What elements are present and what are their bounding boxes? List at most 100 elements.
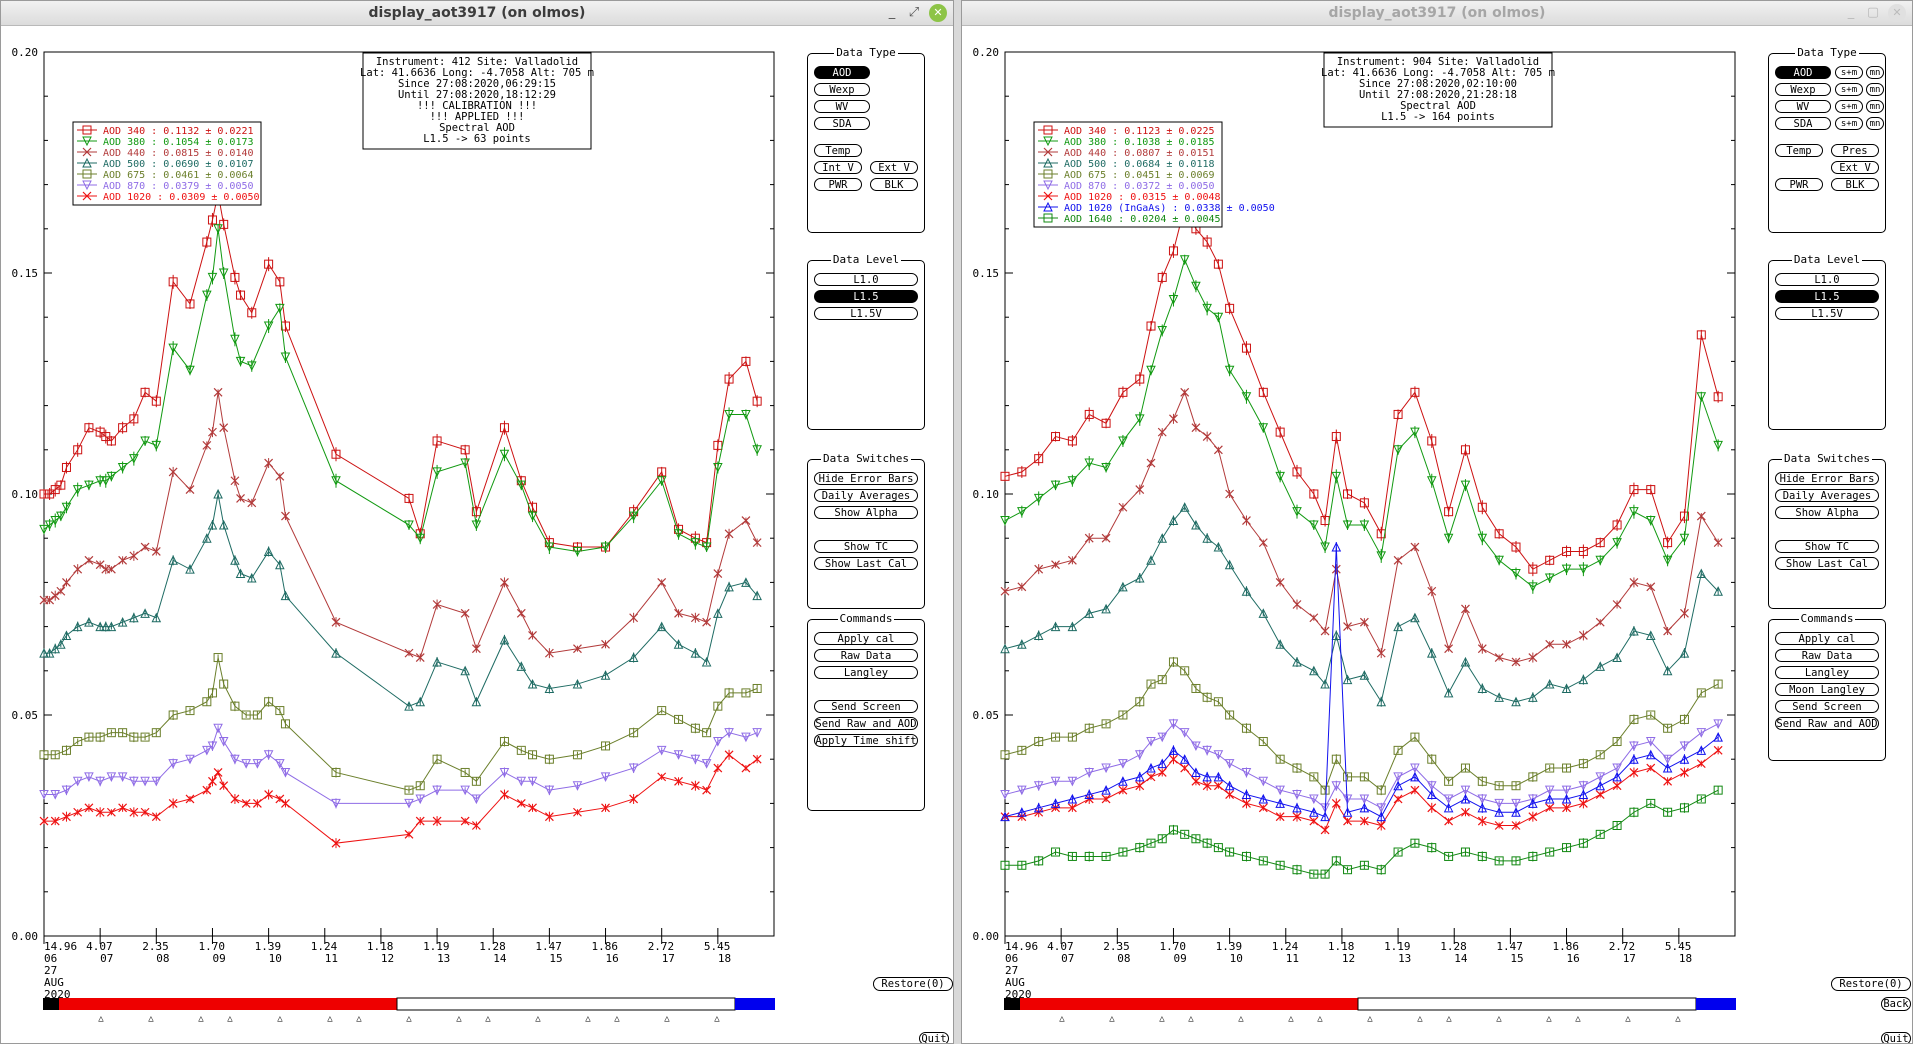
mn-button[interactable]: mn: [1866, 83, 1884, 96]
data-point: [275, 471, 285, 481]
data-point: [1135, 485, 1145, 495]
data-point: [106, 471, 117, 482]
daily-averages-button[interactable]: Daily Averages: [1775, 489, 1879, 502]
raw-data-button[interactable]: Raw Data: [814, 649, 918, 662]
quit-button[interactable]: Quit: [1881, 1032, 1911, 1043]
data-point: [230, 334, 240, 345]
level-l1-5-button[interactable]: L1.5: [1775, 290, 1879, 303]
data-point: [1118, 436, 1128, 447]
data-point: [1050, 776, 1061, 787]
show-last-cal-button[interactable]: Show Last Cal: [1775, 557, 1879, 570]
back-button[interactable]: Back: [1881, 997, 1911, 1011]
data-point: [713, 737, 723, 747]
data-type-sda-button[interactable]: SDA: [814, 117, 870, 130]
data-point: [331, 798, 341, 809]
apply-cal-button[interactable]: Apply cal: [1775, 632, 1879, 645]
send-raw-and-aod-button[interactable]: Send Raw and AOD: [1775, 717, 1879, 730]
send-screen-button[interactable]: Send Screen: [814, 700, 918, 713]
close-icon[interactable]: ✕: [929, 4, 947, 22]
blk-button[interactable]: BLK: [870, 178, 918, 191]
data-point: [236, 290, 246, 300]
data-point: [1084, 409, 1094, 419]
data-point: [1050, 480, 1061, 491]
data-type-wexp-button[interactable]: Wexp: [814, 83, 870, 96]
sum-mode-button[interactable]: s+m: [1835, 100, 1863, 113]
data-type-wv-button[interactable]: WV: [1775, 100, 1831, 113]
data-point: [724, 688, 734, 698]
data-point: [1292, 656, 1302, 667]
hide-error-bars-button[interactable]: Hide Error Bars: [1775, 472, 1879, 485]
sum-mode-button[interactable]: s+m: [1835, 117, 1863, 130]
level-l1-0-button[interactable]: L1.0: [814, 273, 918, 286]
data-point: [1157, 768, 1167, 777]
data-point: [415, 696, 426, 707]
level-l1-5v-button[interactable]: L1.5V: [1775, 307, 1879, 320]
data-point: [1426, 789, 1437, 800]
ext-v-button[interactable]: Ext V: [870, 161, 918, 174]
mn-button[interactable]: mn: [1866, 117, 1884, 130]
data-point: [460, 785, 470, 796]
apply-cal-button[interactable]: Apply cal: [814, 632, 918, 645]
data-point: [528, 631, 537, 640]
temp-button[interactable]: Temp: [1775, 144, 1823, 157]
mn-button[interactable]: mn: [1866, 100, 1884, 113]
data-point: [1050, 798, 1061, 808]
temp-button[interactable]: Temp: [814, 144, 862, 157]
ext-v-button[interactable]: Ext V: [1831, 161, 1879, 174]
data-point: [39, 648, 49, 658]
pwr-button[interactable]: PWR: [1775, 178, 1823, 191]
data-point: [572, 750, 582, 760]
data-point: [1680, 768, 1689, 777]
moon-langley-button[interactable]: Moon Langley: [1775, 683, 1879, 696]
data-point: [1084, 789, 1095, 800]
data-type-sda-button[interactable]: SDA: [1775, 117, 1831, 130]
data-type-wexp-button[interactable]: Wexp: [1775, 83, 1831, 96]
data-point: [1320, 825, 1330, 835]
langley-button[interactable]: Langley: [1775, 666, 1879, 679]
pwr-button[interactable]: PWR: [814, 178, 862, 191]
level-l1-0-button[interactable]: L1.0: [1775, 273, 1879, 286]
langley-button[interactable]: Langley: [814, 666, 918, 679]
int-v-button[interactable]: Int V: [814, 161, 862, 174]
data-point: [61, 502, 72, 513]
apply-time-shift-button[interactable]: Apply Time shift: [814, 734, 918, 747]
data-point: [1275, 577, 1285, 587]
maximize-icon[interactable]: ⤢: [908, 5, 920, 20]
blk-button[interactable]: BLK: [1831, 178, 1879, 191]
titlebar[interactable]: display_aot3917 (on olmos) _ ▢ ✕: [962, 1, 1912, 26]
sum-mode-button[interactable]: s+m: [1835, 66, 1863, 79]
show-alpha-button[interactable]: Show Alpha: [814, 506, 918, 519]
send-raw-and-aod-button[interactable]: Send Raw and AOD: [814, 717, 918, 730]
pres-button[interactable]: Pres: [1831, 144, 1879, 157]
maximize-icon[interactable]: ▢: [1866, 5, 1880, 20]
restore-button[interactable]: Restore(0): [873, 977, 953, 991]
raw-data-button[interactable]: Raw Data: [1775, 649, 1879, 662]
legend-marker: [82, 180, 92, 191]
minimize-icon[interactable]: _: [888, 5, 896, 20]
daily-averages-button[interactable]: Daily Averages: [814, 489, 918, 502]
data-type-aod-button[interactable]: AOD: [814, 66, 870, 79]
show-alpha-button[interactable]: Show Alpha: [1775, 506, 1879, 519]
data-point: [1157, 427, 1167, 437]
send-screen-button[interactable]: Send Screen: [1775, 700, 1879, 713]
hide-error-bars-button[interactable]: Hide Error Bars: [814, 472, 918, 485]
time-marker: △: [1496, 1014, 1502, 1024]
close-icon[interactable]: ✕: [1888, 4, 1906, 22]
show-last-cal-button[interactable]: Show Last Cal: [814, 557, 918, 570]
level-l1-5v-button[interactable]: L1.5V: [814, 307, 918, 320]
restore-button[interactable]: Restore(0): [1831, 977, 1911, 991]
show-tc-button[interactable]: Show TC: [1775, 540, 1879, 553]
data-type-wv-button[interactable]: WV: [814, 100, 870, 113]
titlebar[interactable]: display_aot3917 (on olmos) _ ⤢ ✕: [1, 1, 953, 26]
minimize-icon[interactable]: _: [1847, 5, 1855, 20]
data-type-aod-button[interactable]: AOD: [1775, 66, 1831, 79]
show-tc-button[interactable]: Show TC: [814, 540, 918, 553]
mn-button[interactable]: mn: [1866, 66, 1884, 79]
data-point: [1101, 418, 1111, 428]
quit-button[interactable]: Quit: [919, 1032, 949, 1043]
data-point: [1033, 630, 1044, 640]
sum-mode-button[interactable]: s+m: [1835, 83, 1863, 96]
level-l1-5-button[interactable]: L1.5: [814, 290, 918, 303]
